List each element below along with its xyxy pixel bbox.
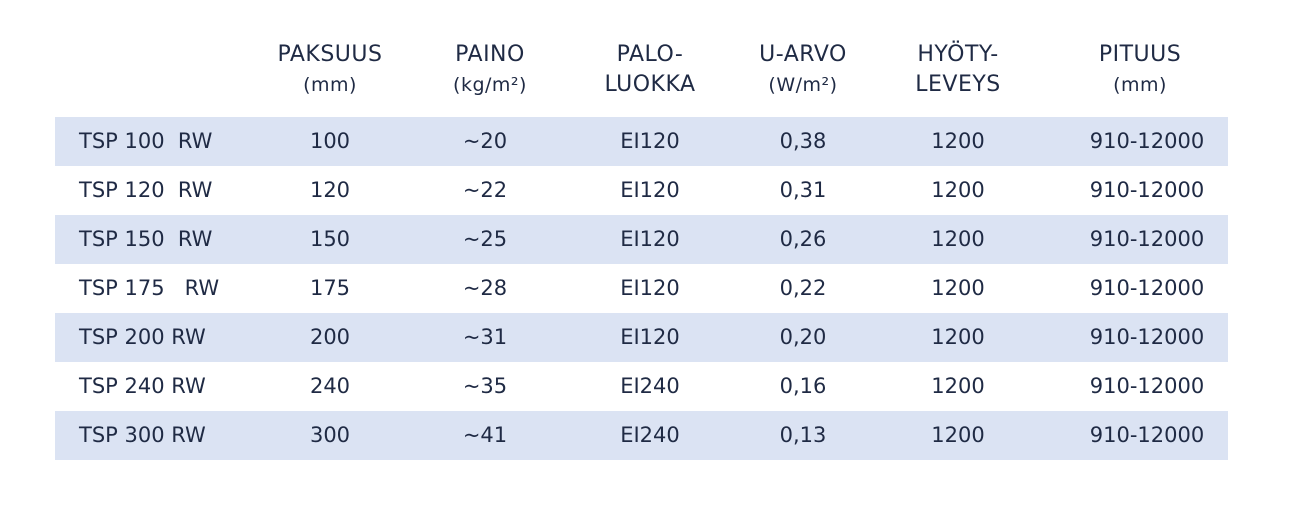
header-unit: (kg/m²) <box>453 74 527 96</box>
header-paksuus: PAKSUUS (mm) <box>250 40 410 100</box>
u-value-cell: 0,13 <box>779 423 827 447</box>
table-row: TSP 150 RW 150 ~25 EI120 0,26 1200 910-1… <box>55 215 1228 264</box>
fire-class-cell: EI240 <box>620 423 680 447</box>
product-name-cell: TSP 120 RW <box>79 178 213 202</box>
weight-cell: ~20 <box>462 129 508 153</box>
header-label: U-ARVO <box>759 42 847 67</box>
product-name-cell: TSP 200 RW <box>79 325 206 349</box>
u-value-cell: 0,31 <box>779 178 827 202</box>
table-row: TSP 240 RW 240 ~35 EI240 0,16 1200 910-1… <box>55 362 1228 411</box>
u-value-cell: 0,16 <box>779 374 827 398</box>
effective-width-cell: 1200 <box>931 374 985 398</box>
header-label-cont: LEVEYS <box>915 72 1001 97</box>
header-paino: PAINO (kg/m²) <box>410 40 570 100</box>
u-value-cell: 0,22 <box>779 276 827 300</box>
table-row: TSP 300 RW 300 ~41 EI240 0,13 1200 910-1… <box>55 411 1228 460</box>
header-u-arvo: U-ARVO (W/m²) <box>723 40 883 100</box>
product-name-cell: TSP 175 RW <box>79 276 220 300</box>
effective-width-cell: 1200 <box>931 423 985 447</box>
u-value-cell: 0,38 <box>779 129 827 153</box>
header-unit: (W/m²) <box>768 74 838 96</box>
header-pituus: PITUUS (mm) <box>1060 40 1220 100</box>
weight-cell: ~25 <box>462 227 508 251</box>
thickness-cell: 150 <box>309 227 351 251</box>
product-name-cell: TSP 100 RW <box>79 129 213 153</box>
product-spec-table: PAKSUUS (mm) PAINO (kg/m²) PALO- LUOKKA … <box>55 40 1228 460</box>
length-cell: 910-12000 <box>1089 325 1205 349</box>
header-unit: (mm) <box>303 74 357 96</box>
length-cell: 910-12000 <box>1089 374 1205 398</box>
u-value-cell: 0,20 <box>779 325 827 349</box>
weight-cell: ~22 <box>462 178 508 202</box>
table-header: PAKSUUS (mm) PAINO (kg/m²) PALO- LUOKKA … <box>55 40 1228 117</box>
weight-cell: ~31 <box>462 325 508 349</box>
thickness-cell: 100 <box>309 129 351 153</box>
fire-class-cell: EI120 <box>620 276 680 300</box>
weight-cell: ~41 <box>462 423 508 447</box>
header-label: PAKSUUS <box>277 42 383 67</box>
effective-width-cell: 1200 <box>931 276 985 300</box>
table-row: TSP 100 RW 100 ~20 EI120 0,38 1200 910-1… <box>55 117 1228 166</box>
table-row: TSP 175 RW 175 ~28 EI120 0,22 1200 910-1… <box>55 264 1228 313</box>
product-name-cell: TSP 240 RW <box>79 374 206 398</box>
header-hyotyleveys: HYÖTY- LEVEYS <box>878 40 1038 100</box>
fire-class-cell: EI120 <box>620 129 680 153</box>
effective-width-cell: 1200 <box>931 129 985 153</box>
weight-cell: ~35 <box>462 374 508 398</box>
thickness-cell: 120 <box>309 178 351 202</box>
length-cell: 910-12000 <box>1089 227 1205 251</box>
length-cell: 910-12000 <box>1089 423 1205 447</box>
length-cell: 910-12000 <box>1089 276 1205 300</box>
header-label: PITUUS <box>1098 42 1182 67</box>
fire-class-cell: EI120 <box>620 227 680 251</box>
header-label: HYÖTY- <box>917 42 999 67</box>
fire-class-cell: EI240 <box>620 374 680 398</box>
table-row: TSP 200 RW 200 ~31 EI120 0,20 1200 910-1… <box>55 313 1228 362</box>
thickness-cell: 300 <box>309 423 351 447</box>
effective-width-cell: 1200 <box>931 227 985 251</box>
weight-cell: ~28 <box>462 276 508 300</box>
header-label: PALO- <box>616 42 684 67</box>
length-cell: 910-12000 <box>1089 178 1205 202</box>
effective-width-cell: 1200 <box>931 325 985 349</box>
header-label-cont: LUOKKA <box>604 72 696 97</box>
length-cell: 910-12000 <box>1089 129 1205 153</box>
fire-class-cell: EI120 <box>620 325 680 349</box>
header-paloluokka: PALO- LUOKKA <box>570 40 730 100</box>
product-name-cell: TSP 150 RW <box>79 227 213 251</box>
product-name-cell: TSP 300 RW <box>79 423 206 447</box>
header-label: PAINO <box>455 42 525 67</box>
thickness-cell: 175 <box>309 276 351 300</box>
effective-width-cell: 1200 <box>931 178 985 202</box>
header-unit: (mm) <box>1113 74 1167 96</box>
table-row: TSP 120 RW 120 ~22 EI120 0,31 1200 910-1… <box>55 166 1228 215</box>
u-value-cell: 0,26 <box>779 227 827 251</box>
thickness-cell: 240 <box>309 374 351 398</box>
thickness-cell: 200 <box>309 325 351 349</box>
fire-class-cell: EI120 <box>620 178 680 202</box>
